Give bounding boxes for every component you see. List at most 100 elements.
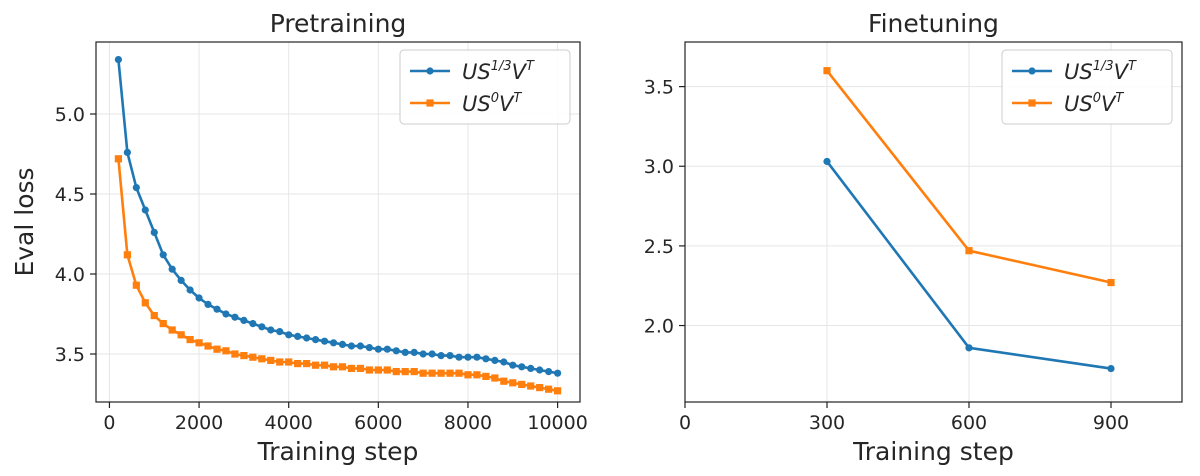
pretraining-x-tick-label: 10000 [527, 412, 587, 434]
pretraining-series-1-point [482, 372, 490, 380]
pretraining-series-0-point [338, 340, 347, 348]
pretraining-series-1-point [150, 312, 158, 320]
pretraining-series-1-point [401, 368, 409, 376]
pretraining-series-1-point [392, 368, 400, 376]
pretraining-series-0-point [455, 353, 463, 361]
pretraining-series-1-point [446, 369, 454, 377]
pretraining-series-1-point [249, 353, 257, 361]
pretraining-series-1-point [527, 382, 535, 390]
pretraining-x-tick-label: 4000 [265, 412, 313, 434]
finetuning-series-0-point [965, 344, 973, 352]
pretraining-series-0-point [356, 342, 365, 350]
pretraining-series-1-point [455, 369, 463, 377]
pretraining-y-tick-label: 3.5 [55, 344, 85, 366]
pretraining-series-1-point [536, 384, 544, 392]
finetuning-legend-swatch-marker [1028, 67, 1036, 75]
pretraining-series-1-point [320, 361, 329, 369]
pretraining-series-1-point [195, 339, 203, 347]
pretraining-series-1-point [222, 347, 230, 355]
pretraining-series-0-point [258, 323, 266, 331]
pretraining-series-1-point [338, 363, 347, 371]
pretraining-series-0-point [446, 352, 454, 360]
pretraining-series-0-point [159, 251, 167, 259]
pretraining-panel: 0 2000 4000 6000 8000 10000 3.5 4.0 4.5 5.0 Pretra… [10, 9, 588, 466]
pretraining-series-0-point [392, 347, 400, 355]
pretraining-series-1-point [204, 342, 212, 350]
pretraining-series-0-point [320, 337, 329, 345]
pretraining-y-tick-label: 5.0 [55, 104, 85, 126]
pretraining-series-1-point [177, 331, 185, 339]
pretraining-y-axis-label: Eval loss [10, 167, 39, 276]
finetuning-x-axis-label: Training step [852, 437, 1014, 466]
pretraining-series-1-point [374, 366, 382, 374]
pretraining-series-0-point [276, 328, 284, 336]
finetuning-series-1-point [965, 247, 973, 255]
pretraining-series-0-point [553, 369, 562, 377]
pretraining-series-0-point [231, 313, 239, 321]
pretraining-series-0-point [249, 320, 257, 328]
pretraining-series-1-point [267, 356, 275, 364]
pretraining-series-1-point [168, 326, 176, 334]
pretraining-series-1-point [428, 369, 436, 377]
pretraining-series-0-point [285, 331, 293, 339]
pretraining-legend-label-0: US1/3VT [462, 59, 535, 84]
pretraining-series-1-point [356, 364, 365, 372]
pretraining-series-1-point [132, 281, 140, 289]
pretraining-series-0-point [374, 345, 382, 353]
finetuning-x-tick-label: 600 [951, 412, 987, 434]
pretraining-series-1-point [518, 380, 526, 388]
pretraining-series-0-point [329, 339, 338, 347]
pretraining-series-1-point [437, 369, 445, 377]
pretraining-series-0-point [509, 361, 517, 369]
finetuning-legend-label-1: US0VT [1064, 91, 1124, 116]
finetuning-series-0-point [823, 157, 831, 166]
pretraining-series-1-point [114, 155, 123, 163]
pretraining-series-1-point [123, 251, 131, 259]
pretraining-series-0-point [536, 366, 544, 374]
pretraining-series-1-point [491, 374, 499, 382]
pretraining-series-1-point [500, 377, 508, 385]
pretraining-series-0-point [303, 334, 311, 342]
pretraining-legend-swatch-marker [426, 67, 434, 75]
pretraining-series-1-point [545, 385, 553, 393]
pretraining-series-0-point [213, 305, 221, 313]
pretraining-series-1-point [303, 360, 311, 368]
finetuning-series-1-point [1107, 278, 1115, 287]
pretraining-series-0-point [410, 348, 418, 356]
pretraining-series-0-point [545, 368, 553, 376]
pretraining-series-0-point [222, 310, 230, 318]
pretraining-series-1-point [419, 369, 427, 377]
pretraining-legend-swatch-marker [426, 99, 434, 107]
pretraining-series-1-point [553, 387, 562, 395]
finetuning-title: Finetuning [868, 9, 999, 38]
pretraining-x-tick-label: 0 [103, 412, 115, 434]
pretraining-legend-label-1: US0VT [462, 91, 522, 116]
pretraining-series-0-point [294, 332, 302, 340]
pretraining-y-tick-label: 4.5 [55, 184, 85, 206]
pretraining-series-0-point [365, 344, 373, 352]
pretraining-series-1-point [347, 364, 356, 372]
pretraining-x-axis-label: Training step [257, 437, 419, 466]
finetuning-x-tick-label: 0 [679, 412, 691, 434]
pretraining-series-0-point [177, 276, 185, 284]
pretraining-series-1-point [509, 379, 517, 387]
pretraining-series-0-point [240, 316, 248, 324]
finetuning-y-tick-label: 2.5 [644, 236, 674, 258]
pretraining-series-0-point [347, 342, 356, 350]
pretraining-series-0-point [267, 326, 275, 334]
pretraining-series-0-point [473, 353, 481, 361]
pretraining-x-tick-label: 6000 [354, 412, 402, 434]
pretraining-series-1-point [383, 366, 391, 374]
pretraining-series-1-point [329, 363, 338, 371]
pretraining-series-0-point [204, 300, 212, 308]
pretraining-series-0-point [482, 355, 490, 363]
pretraining-series-1-point [186, 336, 194, 344]
pretraining-series-1-point [159, 320, 167, 328]
pretraining-series-0-point [311, 336, 320, 344]
finetuning-y-tick-label: 3.0 [644, 156, 674, 178]
pretraining-series-1-point [141, 299, 149, 307]
pretraining-axes-frame [95, 41, 581, 403]
pretraining-series-0-point [491, 356, 499, 364]
pretraining-y-tick-label: 4.0 [55, 264, 85, 286]
